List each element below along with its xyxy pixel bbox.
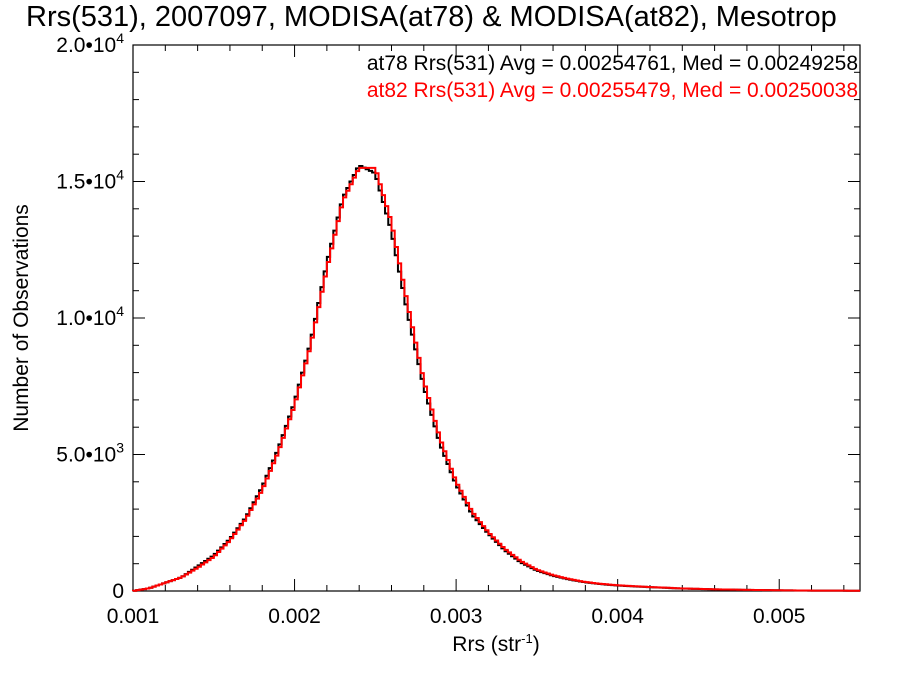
- at78-stats-annotation: at78 Rrs(531) Avg = 0.00254761, Med = 0.…: [367, 52, 858, 75]
- x-tick-label: 0.002: [268, 605, 321, 628]
- y-tick-mantissa: 0: [112, 580, 124, 603]
- y-tick-label: 1.5•104: [56, 167, 124, 194]
- at82-stats-annotation: at82 Rrs(531) Avg = 0.00255479, Med = 0.…: [367, 79, 858, 102]
- y-axis-label: Number of Observations: [10, 204, 33, 432]
- series-lines: [132, 164, 860, 592]
- x-tick-label: 0.003: [430, 605, 483, 628]
- x-tick-label: 0.004: [591, 605, 644, 628]
- y-tick-mantissa: 1.5•10: [56, 171, 116, 194]
- x-tick-label: 0.005: [753, 605, 806, 628]
- y-tick-exponent: 3: [116, 440, 124, 456]
- stat-annotations: at78 Rrs(531) Avg = 0.00254761, Med = 0.…: [367, 52, 858, 102]
- y-tick-exponent: 4: [116, 30, 124, 46]
- y-tick-label: 0: [112, 580, 124, 603]
- x-axis-label-close: ): [533, 633, 540, 656]
- series-line-at82: [132, 166, 860, 592]
- x-tick-labels: 0.001 0.002 0.003 0.004 0.005: [107, 605, 806, 628]
- y-tick-mantissa: 1.0•10: [56, 307, 116, 330]
- x-axis-label: Rrs (str-1): [452, 631, 539, 656]
- y-tick-exponent: 4: [116, 167, 124, 183]
- y-tick-label: 1.0•104: [56, 303, 124, 330]
- series-line-at78: [132, 164, 860, 592]
- y-tick-label: 5.0•103: [56, 440, 124, 467]
- plot-frame: [132, 44, 861, 592]
- axis-ticks: [132, 44, 860, 592]
- y-tick-mantissa: 2.0•10: [56, 34, 116, 57]
- y-tick-exponent: 4: [116, 303, 124, 319]
- x-tick-label: 0.001: [107, 605, 160, 628]
- chart-title: Rrs(531), 2007097, MODISA(at78) & MODISA…: [26, 1, 837, 33]
- y-tick-label: 2.0•104: [56, 30, 124, 57]
- x-axis-label-superscript: -1: [521, 631, 533, 646]
- y-tick-mantissa: 5.0•10: [56, 444, 116, 467]
- x-axis-label-main: Rrs (str: [452, 633, 521, 656]
